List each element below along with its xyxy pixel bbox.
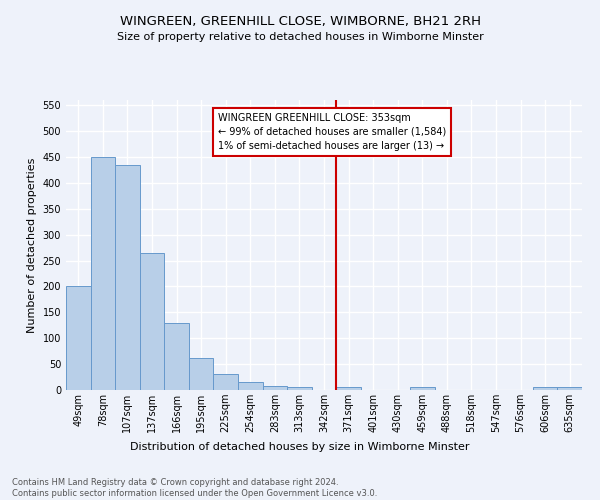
Y-axis label: Number of detached properties: Number of detached properties (27, 158, 37, 332)
Bar (533, 388, 557, 390)
Bar (214, 374, 238, 390)
Bar (164, 322, 189, 390)
Text: Distribution of detached houses by size in Wimborne Minster: Distribution of detached houses by size … (130, 442, 470, 452)
Bar (115, 164, 140, 390)
Bar (238, 382, 263, 390)
Bar (66, 286, 91, 390)
Bar (336, 388, 361, 390)
Bar (557, 388, 582, 390)
Bar (410, 388, 434, 390)
Bar (263, 386, 287, 390)
Text: WINGREEN GREENHILL CLOSE: 353sqm
← 99% of detached houses are smaller (1,584)
1%: WINGREEN GREENHILL CLOSE: 353sqm ← 99% o… (218, 113, 446, 151)
Text: Size of property relative to detached houses in Wimborne Minster: Size of property relative to detached ho… (116, 32, 484, 42)
Text: Contains HM Land Registry data © Crown copyright and database right 2024.
Contai: Contains HM Land Registry data © Crown c… (12, 478, 377, 498)
Bar (287, 388, 312, 390)
Bar (189, 358, 214, 390)
Bar (140, 253, 164, 390)
Bar (91, 157, 115, 390)
Text: WINGREEN, GREENHILL CLOSE, WIMBORNE, BH21 2RH: WINGREEN, GREENHILL CLOSE, WIMBORNE, BH2… (119, 15, 481, 28)
